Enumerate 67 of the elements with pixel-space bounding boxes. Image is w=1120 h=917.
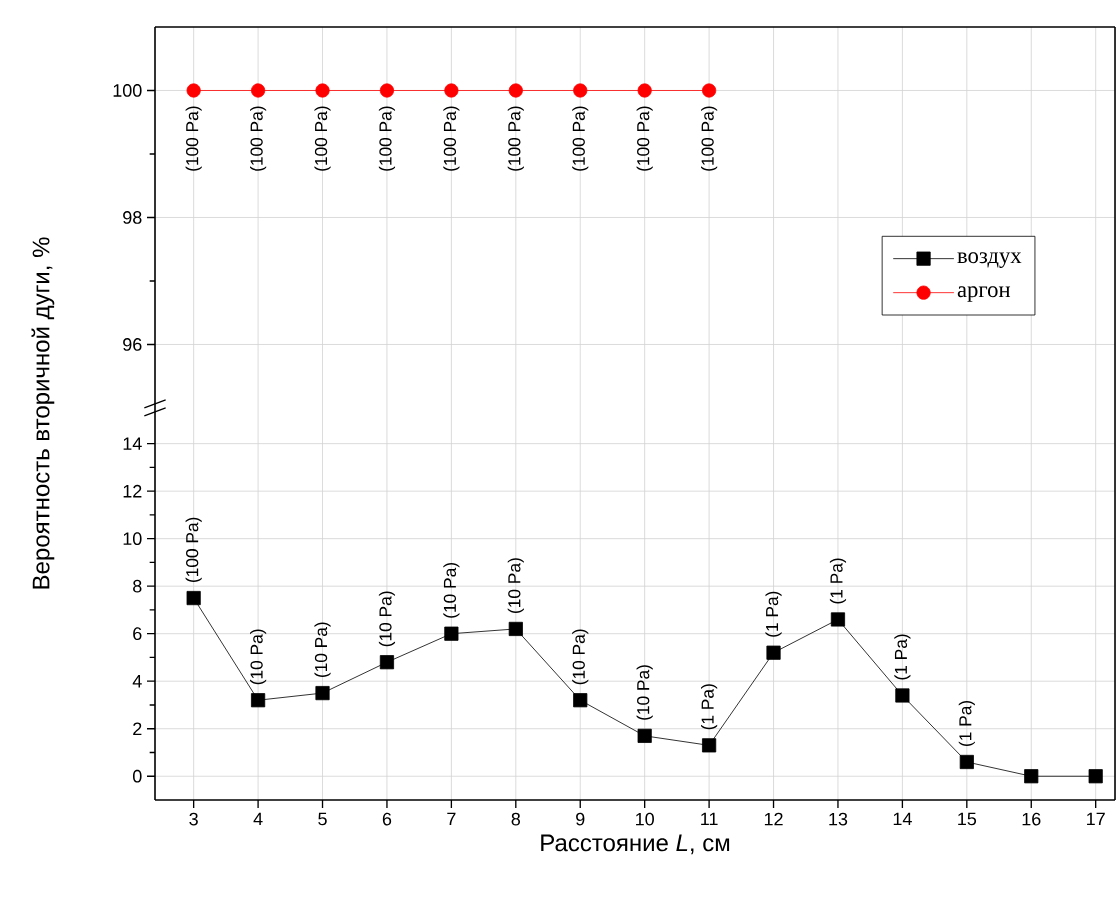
x-tick-label: 7 xyxy=(447,812,456,826)
y-tick-label: 6 xyxy=(133,627,142,641)
point xyxy=(702,738,717,753)
x-tick-label: 4 xyxy=(253,812,263,826)
point xyxy=(573,693,588,708)
point xyxy=(637,728,652,743)
annotation: (100 Pa) xyxy=(636,106,653,171)
y-tick-label: 96 xyxy=(123,338,142,351)
x-tick-label: 13 xyxy=(829,812,848,826)
y-axis-title: Вероятность вторичной дуги, % xyxy=(31,237,55,589)
x-tick-label: 8 xyxy=(511,812,521,826)
x-tick-label: 6 xyxy=(382,812,392,826)
point xyxy=(766,645,781,660)
point xyxy=(1088,769,1103,784)
x-tick-label: 17 xyxy=(1087,812,1105,826)
annotation: (10 Pa) xyxy=(314,622,331,678)
annotation: (100 Pa) xyxy=(314,106,331,171)
point xyxy=(379,655,395,670)
point xyxy=(444,626,459,641)
x-tick-label: 12 xyxy=(764,812,783,826)
point xyxy=(186,590,201,606)
x-tick-label: 11 xyxy=(701,812,718,826)
annotation: (100 Pa) xyxy=(572,106,589,171)
annotation: (1 Pa) xyxy=(765,591,782,637)
annotation: (10 Pa) xyxy=(572,629,589,685)
point xyxy=(895,688,910,703)
x-tick-label: 16 xyxy=(1022,812,1041,826)
y-tick-label: 8 xyxy=(133,579,142,593)
annotation: (100 Pa) xyxy=(185,517,202,583)
x-tick-label: 14 xyxy=(893,812,912,826)
text: аргон xyxy=(957,286,1011,302)
annotation: (100 Pa) xyxy=(507,106,524,171)
point xyxy=(830,612,846,627)
x-axis-title: Расстояние L, см xyxy=(541,834,730,855)
annotation: (100 Pa) xyxy=(185,106,202,171)
y-tick-label: 0 xyxy=(132,769,142,783)
point xyxy=(251,693,266,708)
x-tick-label: 5 xyxy=(318,812,327,826)
annotation: (1 Pa) xyxy=(701,684,718,730)
y-tick-label: 98 xyxy=(123,211,142,224)
x-tick-label: 9 xyxy=(576,812,585,826)
point xyxy=(959,754,974,770)
y-tick-label: 2 xyxy=(133,722,142,736)
point xyxy=(1024,769,1039,784)
annotation: (100 Pa) xyxy=(250,106,267,171)
annotation: (10 Pa) xyxy=(443,563,460,618)
annotation: (100 Pa) xyxy=(378,106,396,171)
annotation: (10 Pa) xyxy=(250,629,267,685)
annotation: (10 Pa) xyxy=(636,665,653,720)
annotation: (1 Pa) xyxy=(958,700,975,746)
x-tick-label: 3 xyxy=(189,812,198,826)
y-tick-label: 4 xyxy=(132,675,142,688)
y-tick-label: 100 xyxy=(113,84,142,97)
point xyxy=(315,686,330,701)
y-tick-label: 10 xyxy=(123,532,142,546)
y-tick-label: 12 xyxy=(123,484,142,498)
annotation: (1 Pa) xyxy=(829,558,847,604)
annotation: (100 Pa) xyxy=(701,106,718,171)
point xyxy=(508,621,523,637)
x-tick-label: 10 xyxy=(636,812,654,826)
y-tick-label: 14 xyxy=(123,437,142,450)
annotation: (10 Pa) xyxy=(378,591,396,647)
annotation: (1 Pa) xyxy=(894,634,911,680)
x-tick-label: 15 xyxy=(958,812,977,826)
annotation: (10 Pa) xyxy=(507,558,524,613)
legend-label: воздух xyxy=(957,252,1022,268)
annotation: (100 Pa) xyxy=(443,106,460,171)
